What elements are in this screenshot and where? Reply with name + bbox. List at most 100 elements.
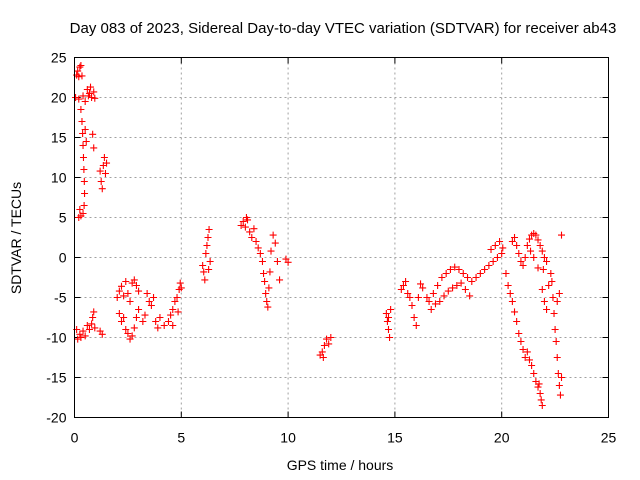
data-point: [521, 254, 529, 261]
data-point: [81, 190, 89, 197]
axis-ticks: [74, 57, 609, 418]
data-point: [440, 292, 448, 300]
data-point: [160, 322, 168, 329]
data-point: [493, 254, 501, 261]
data-point: [472, 274, 480, 281]
data-point: [267, 247, 275, 255]
data-point: [318, 348, 326, 356]
data-point: [90, 308, 98, 316]
data-point: [436, 298, 444, 305]
data-point: [100, 154, 108, 161]
x-tick-label: 25: [601, 430, 617, 446]
data-point: [130, 276, 138, 284]
data-point: [457, 279, 465, 287]
data-point: [555, 382, 563, 389]
data-point: [128, 332, 136, 340]
x-tick-label: 15: [387, 430, 403, 446]
data-point: [519, 346, 527, 353]
data-point: [506, 290, 514, 297]
data-point: [205, 266, 213, 273]
data-point: [273, 258, 281, 265]
data-point: [250, 225, 258, 233]
data-point: [535, 380, 543, 388]
data-point: [402, 278, 410, 285]
data-point: [173, 294, 181, 301]
y-tick-label: 15: [51, 130, 67, 146]
data-point: [83, 322, 91, 329]
data-point: [75, 73, 83, 81]
data-point: [271, 239, 279, 247]
data-point: [558, 374, 566, 381]
data-point: [263, 298, 271, 305]
data-point: [499, 244, 507, 252]
data-point: [419, 284, 427, 292]
y-tick-label: -15: [46, 370, 66, 386]
data-point: [143, 290, 151, 297]
data-point: [80, 178, 88, 185]
data-point: [88, 94, 96, 101]
data-point: [417, 280, 425, 288]
data-point: [451, 263, 459, 271]
data-point: [202, 250, 210, 257]
data-point: [91, 324, 99, 332]
data-point: [169, 322, 177, 329]
data-point: [538, 247, 546, 255]
data-point: [76, 330, 84, 338]
grid: [74, 57, 609, 418]
data-point: [206, 258, 214, 265]
data-point: [261, 278, 269, 285]
x-tick-label: 20: [494, 430, 510, 446]
data-point: [386, 334, 394, 341]
data-point: [461, 286, 469, 293]
data-point: [75, 95, 83, 103]
data-point: [81, 98, 89, 105]
data-point: [124, 330, 132, 337]
data-point: [124, 290, 132, 297]
data-point: [530, 254, 538, 261]
data-point: [515, 250, 523, 257]
data-point: [76, 206, 84, 213]
data-point: [145, 298, 153, 305]
data-point: [174, 308, 182, 316]
data-point: [81, 126, 89, 133]
data-point: [534, 383, 542, 391]
data-point: [115, 310, 123, 317]
data-point: [538, 286, 546, 293]
chart-title: Day 083 of 2023, Sidereal Day-to-day VTE…: [70, 20, 617, 37]
data-point: [323, 335, 331, 343]
data-point: [517, 338, 525, 345]
data-point: [78, 118, 86, 125]
data-point: [98, 185, 106, 193]
data-point: [528, 362, 536, 369]
x-tick-label: 0: [71, 430, 79, 446]
data-point: [429, 290, 437, 297]
data-point: [399, 282, 407, 289]
data-point: [496, 238, 504, 245]
data-point: [525, 356, 533, 364]
data-point: [550, 310, 558, 317]
data-point: [96, 167, 104, 175]
y-tick-label: 10: [51, 170, 67, 186]
data-point: [508, 238, 516, 245]
data-point: [548, 278, 556, 285]
data-point: [156, 314, 164, 321]
y-tick-label: 25: [51, 50, 67, 66]
data-point: [319, 354, 327, 361]
data-point: [464, 274, 472, 281]
data-point: [387, 306, 395, 313]
y-tick-label: 0: [59, 250, 67, 266]
data-point: [89, 314, 97, 321]
data-point: [410, 314, 418, 321]
data-point: [77, 62, 85, 69]
data-point: [201, 276, 209, 284]
data-point: [552, 338, 560, 345]
data-point: [543, 306, 551, 313]
data-point: [502, 270, 510, 277]
data-point: [537, 396, 545, 404]
data-point: [103, 159, 111, 167]
data-point: [120, 314, 128, 321]
data-point: [167, 311, 175, 319]
data-point: [117, 318, 125, 325]
y-tick-labels: -20 -15 -10 -5 0 5 10 15 20 25: [46, 50, 66, 426]
data-point: [434, 282, 442, 289]
